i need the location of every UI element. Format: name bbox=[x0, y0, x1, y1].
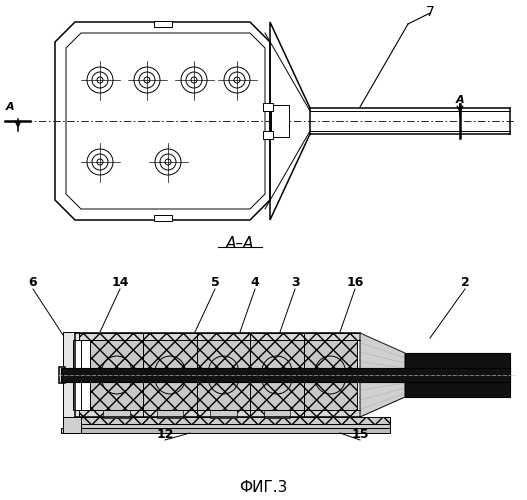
Bar bbox=[405, 353, 510, 397]
Bar bbox=[210, 410, 237, 418]
Text: 6: 6 bbox=[28, 276, 37, 289]
Polygon shape bbox=[270, 22, 310, 220]
Text: 5: 5 bbox=[211, 276, 219, 289]
Bar bbox=[304, 379, 357, 410]
Bar bbox=[263, 103, 273, 111]
Bar bbox=[304, 340, 357, 371]
Bar bbox=[143, 340, 197, 371]
Bar bbox=[59, 367, 65, 383]
Bar bbox=[197, 379, 250, 410]
Bar bbox=[75, 410, 360, 417]
Bar bbox=[143, 379, 197, 410]
Bar bbox=[73, 340, 81, 410]
Bar bbox=[263, 131, 273, 139]
Bar bbox=[271, 105, 289, 137]
Text: 4: 4 bbox=[251, 276, 259, 289]
Text: 2: 2 bbox=[461, 276, 470, 289]
Bar bbox=[103, 410, 130, 418]
Bar bbox=[250, 379, 304, 410]
Text: 12: 12 bbox=[156, 428, 174, 442]
Text: 7: 7 bbox=[426, 5, 434, 19]
Text: 3: 3 bbox=[291, 276, 299, 289]
Text: ФИГ.3: ФИГ.3 bbox=[239, 480, 287, 496]
Text: 14: 14 bbox=[111, 276, 129, 289]
Text: А: А bbox=[456, 95, 464, 105]
Bar bbox=[250, 340, 304, 371]
Text: 16: 16 bbox=[346, 276, 364, 289]
Bar bbox=[264, 410, 290, 418]
Bar bbox=[63, 417, 390, 428]
Bar bbox=[197, 340, 250, 371]
Bar bbox=[90, 379, 143, 410]
Polygon shape bbox=[360, 333, 405, 417]
Bar bbox=[75, 333, 360, 340]
Bar bbox=[81, 424, 390, 428]
Bar bbox=[63, 332, 79, 418]
Bar bbox=[61, 428, 390, 433]
Bar bbox=[63, 417, 81, 433]
Text: А–А: А–А bbox=[226, 236, 254, 252]
Bar bbox=[153, 215, 171, 221]
Text: 15: 15 bbox=[352, 428, 369, 442]
Bar bbox=[90, 340, 143, 371]
Bar bbox=[157, 410, 183, 418]
Text: А: А bbox=[6, 102, 14, 112]
Bar bbox=[61, 368, 510, 382]
Bar bbox=[153, 21, 171, 27]
